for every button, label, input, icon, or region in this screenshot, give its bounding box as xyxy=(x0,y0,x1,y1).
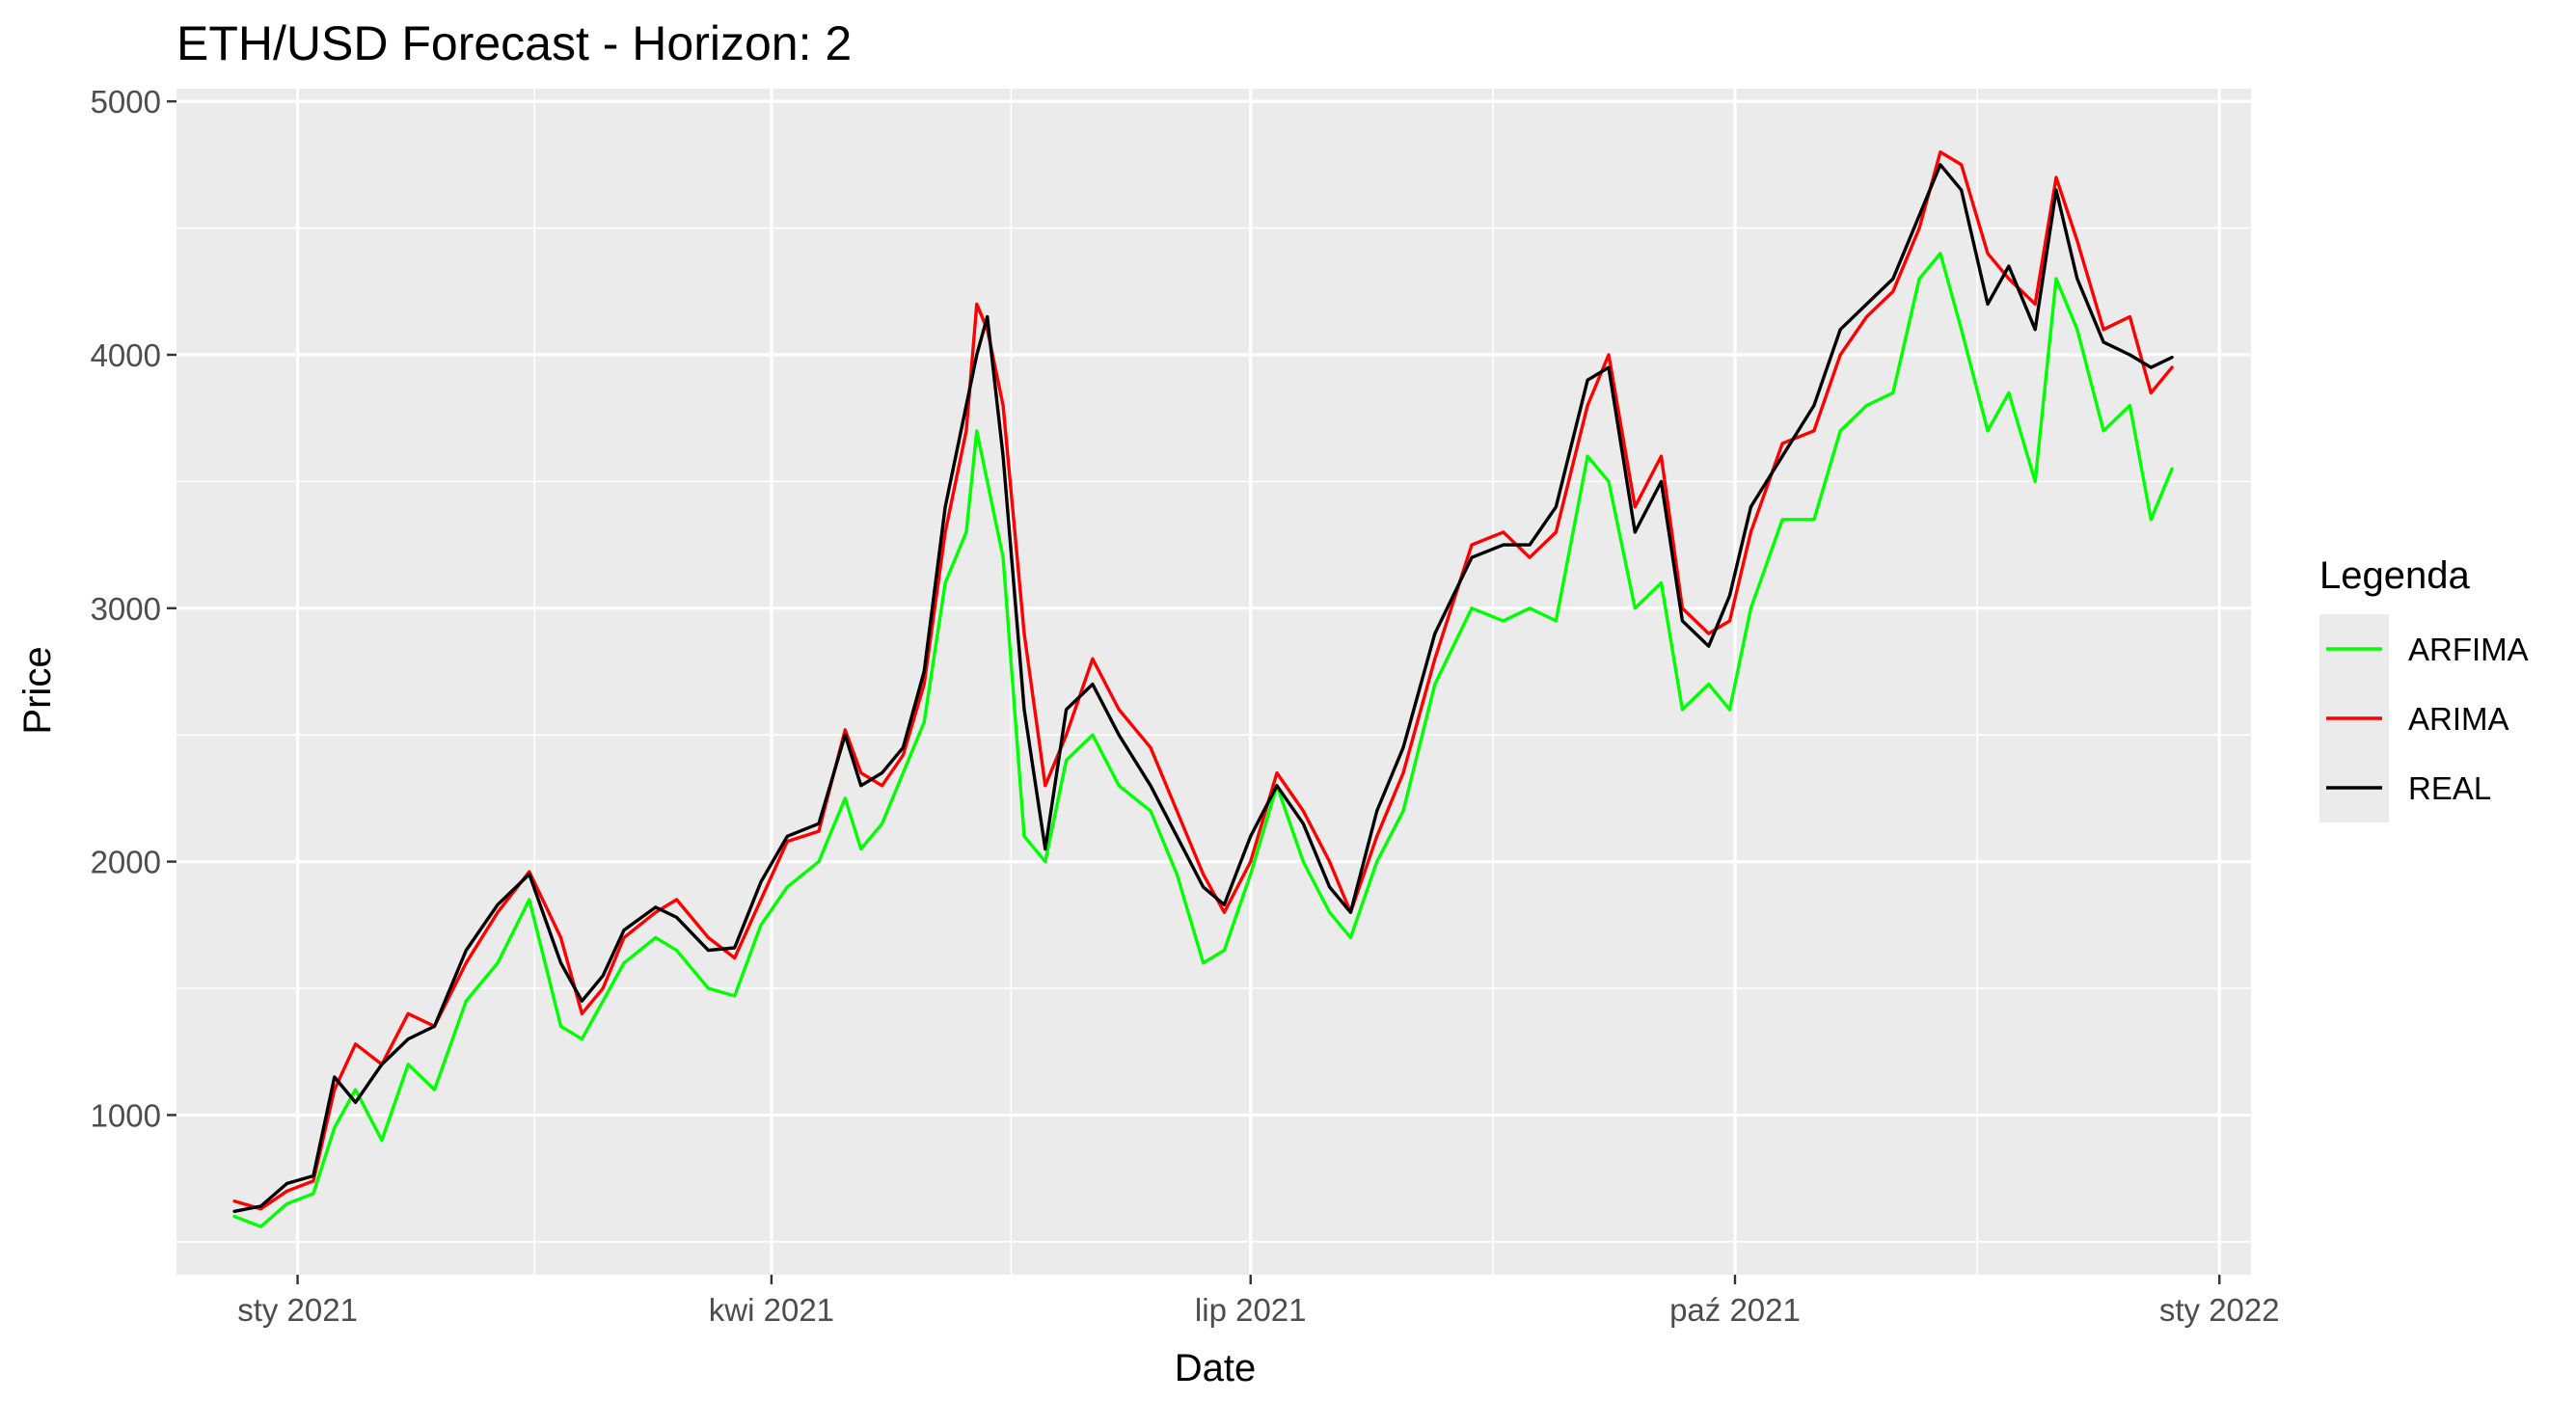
y-tick-label: 3000 xyxy=(91,591,161,627)
series-layer xyxy=(232,149,2174,1228)
y-axis-title: Price xyxy=(16,646,59,734)
minor-gridlines xyxy=(176,89,2251,1275)
major-gridlines xyxy=(176,89,2251,1275)
y-tick-label: 2000 xyxy=(91,845,161,880)
y-tick-label: 5000 xyxy=(91,84,161,120)
x-tick-label: sty 2022 xyxy=(2159,1292,2280,1328)
x-tick-label: paź 2021 xyxy=(1669,1292,1801,1328)
plot-panel xyxy=(176,89,2251,1275)
y-tick-label: 4000 xyxy=(91,337,161,373)
legend-title: Legenda xyxy=(2319,554,2470,597)
x-axis: sty 2021 kwi 2021 lip 2021 paź 2021 sty 2022 xyxy=(237,1275,2280,1328)
x-tick-label: sty 2021 xyxy=(237,1292,358,1328)
x-axis-title: Date xyxy=(1175,1347,1257,1389)
legend-label-real: REAL xyxy=(2408,770,2491,806)
chart-title: ETH/USD Forecast - Horizon: 2 xyxy=(176,16,852,70)
y-tick-label: 1000 xyxy=(91,1097,161,1133)
legend-label-arfima: ARFIMA xyxy=(2408,632,2529,667)
series-line-real xyxy=(232,163,2174,1214)
legend: Legenda ARFIMA ARIMA REAL xyxy=(2319,554,2529,822)
x-tick-label: lip 2021 xyxy=(1195,1292,1307,1328)
legend-label-arima: ARIMA xyxy=(2408,701,2509,737)
series-line-arima xyxy=(232,149,2174,1211)
series-line-arfima xyxy=(232,252,2174,1228)
x-tick-label: kwi 2021 xyxy=(709,1292,834,1328)
y-axis: 1000 2000 3000 4000 5000 xyxy=(91,84,176,1133)
